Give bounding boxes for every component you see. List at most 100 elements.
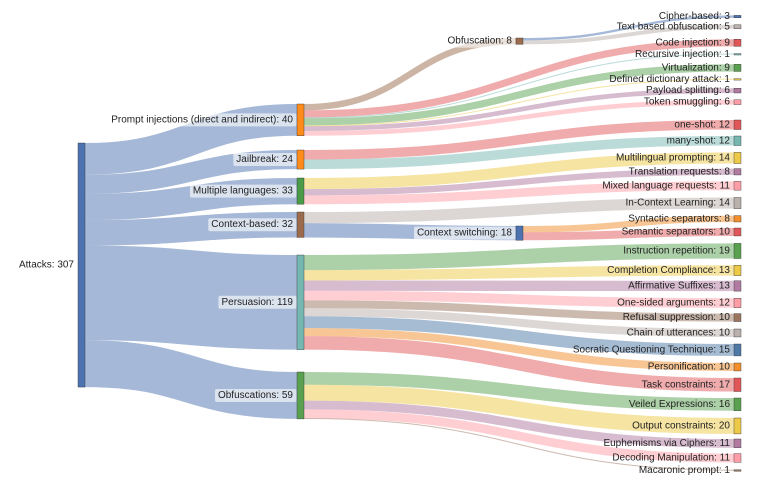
node-label-bg-pe [218, 295, 297, 309]
node-label-pe: Persuasion: 119 [221, 297, 293, 308]
node-label-rs: Refusal suppression: 10 [623, 312, 731, 323]
node-sem[interactable] [733, 227, 742, 237]
node-cb[interactable] [296, 211, 305, 238]
link-pi-ts [303, 99, 735, 136]
node-label-syn: Syntactic separators: 8 [628, 213, 730, 224]
node-osa[interactable] [733, 298, 742, 308]
node-pi[interactable] [296, 103, 305, 136]
node-label-cip: Cipher-based: 3 [659, 11, 731, 22]
node-os[interactable] [733, 119, 742, 130]
node-mac[interactable] [733, 469, 742, 472]
node-tr[interactable] [733, 168, 742, 176]
node-cs[interactable] [515, 225, 524, 241]
node-ms[interactable] [733, 135, 742, 146]
node-rs[interactable] [733, 313, 742, 322]
link-pe-tc [303, 336, 735, 392]
link-obf8-cip [522, 15, 735, 41]
node-label-euc: Euphemisms via Ciphers: 11 [603, 438, 730, 449]
node-ri[interactable] [733, 53, 742, 56]
node-cu[interactable] [733, 328, 742, 338]
link-ob-mac [303, 418, 735, 471]
link-ob-euc [303, 400, 735, 448]
link-pi-dda [303, 78, 735, 127]
node-tc[interactable] [733, 377, 742, 392]
node-ve[interactable] [733, 397, 742, 411]
link-pi-ci [303, 39, 735, 118]
node-ps[interactable] [733, 87, 742, 94]
node-label-mac: Macaronic prompt: 1 [639, 465, 731, 476]
node-label-bg-ob [214, 388, 297, 402]
node-label-bg-obf8 [444, 34, 516, 48]
node-sqt[interactable] [733, 343, 742, 357]
node-ml[interactable] [296, 177, 305, 205]
link-pe-cu [303, 308, 735, 337]
node-dm[interactable] [733, 453, 742, 463]
link-obf8-tbo [522, 24, 735, 45]
link-ob-dm [303, 409, 735, 463]
node-oc[interactable] [733, 417, 742, 435]
node-label-sqt: Socratic Questioning Technique: 15 [573, 344, 731, 355]
node-label-jb: Jailbreak: 24 [236, 154, 293, 165]
sankey-labels: Attacks: 307 Prompt injections (direct an… [19, 11, 730, 476]
node-jb[interactable] [296, 149, 305, 170]
node-label-ri: Recursive injection: 1 [635, 49, 730, 60]
node-ob[interactable] [296, 371, 305, 420]
node-cip[interactable] [733, 15, 742, 18]
node-label-mlr: Mixed language requests: 11 [602, 180, 730, 191]
node-label-ir: Instruction repetition: 19 [623, 245, 730, 256]
link-cs-sem [522, 228, 735, 241]
node-label-bg-cb [208, 218, 297, 232]
node-label-ps: Payload splitting: 6 [646, 85, 730, 96]
node-label-dm: Decoding Manipulation: 11 [612, 452, 730, 463]
link-pi-vi [303, 64, 735, 126]
node-ts[interactable] [733, 99, 742, 105]
node-label-mp: Multilingual prompting: 14 [616, 152, 730, 163]
link-cs-syn [522, 215, 735, 233]
node-attacks[interactable] [77, 142, 86, 388]
link-pe-osa [303, 290, 735, 308]
node-label-per: Personification: 10 [648, 361, 731, 372]
node-label-cu: Chain of utterances: 10 [627, 327, 731, 338]
link-pi-ri [303, 53, 735, 119]
node-obf8[interactable] [515, 37, 524, 45]
node-mlr[interactable] [733, 181, 742, 191]
node-as[interactable] [733, 280, 742, 292]
link-ob-oc [303, 384, 735, 434]
link-pi-obf8 [303, 38, 517, 111]
node-label-attacks: Attacks: 307 [19, 260, 74, 271]
node-label-ml: Multiple languages: 33 [193, 186, 294, 197]
node-mp[interactable] [733, 152, 742, 164]
link-jb-os [303, 120, 735, 160]
node-icl[interactable] [733, 197, 742, 209]
node-label-tbo: Text based obfuscation: 5 [617, 21, 731, 32]
node-label-bg-jb [233, 153, 297, 167]
node-cc[interactable] [733, 265, 742, 276]
node-ir[interactable] [733, 243, 742, 259]
node-label-icl: In-Context Learning: 14 [625, 198, 730, 209]
node-label-sem: Semantic separators: 10 [622, 226, 731, 237]
node-syn[interactable] [733, 215, 742, 223]
node-label-osa: One-sided arguments: 12 [617, 297, 730, 308]
node-label-dda: Defined dictionary attack: 1 [609, 74, 730, 85]
node-label-obf8: Obfuscation: 8 [448, 36, 513, 47]
node-euc[interactable] [733, 438, 742, 448]
link-cb-icl [303, 197, 735, 224]
sankey-links [84, 15, 735, 471]
node-dda[interactable] [733, 78, 742, 81]
node-per[interactable] [733, 362, 742, 372]
node-label-pi: Prompt injections (direct and indirect):… [111, 114, 293, 125]
link-ob-ve [303, 372, 735, 411]
node-label-oc: Output constraints: 20 [632, 420, 730, 431]
node-label-ve: Veiled Expressions: 16 [629, 399, 731, 410]
link-pi-ps [303, 88, 735, 132]
node-ci[interactable] [733, 39, 742, 47]
link-pe-cc [303, 265, 735, 281]
link-pe-ir [303, 243, 735, 271]
node-tbo[interactable] [733, 24, 742, 29]
node-vi[interactable] [733, 64, 742, 72]
node-pe[interactable] [296, 254, 305, 350]
link-ml-mp [303, 152, 735, 190]
link-ml-tr [303, 168, 735, 196]
node-label-vi: Virtualization: 9 [662, 62, 731, 73]
